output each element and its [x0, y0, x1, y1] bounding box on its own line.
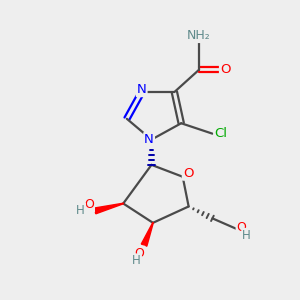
- Text: O: O: [135, 247, 145, 260]
- Text: O: O: [183, 167, 193, 180]
- Text: NH₂: NH₂: [187, 29, 211, 42]
- Text: N: N: [144, 133, 154, 146]
- Text: O: O: [220, 63, 230, 76]
- Text: H: H: [242, 229, 251, 242]
- Text: H: H: [76, 204, 85, 217]
- Text: N: N: [137, 83, 147, 96]
- Polygon shape: [94, 203, 123, 214]
- Text: O: O: [237, 221, 247, 234]
- Text: H: H: [132, 254, 141, 267]
- Polygon shape: [141, 223, 153, 246]
- Text: O: O: [84, 199, 94, 212]
- Text: Cl: Cl: [214, 127, 227, 140]
